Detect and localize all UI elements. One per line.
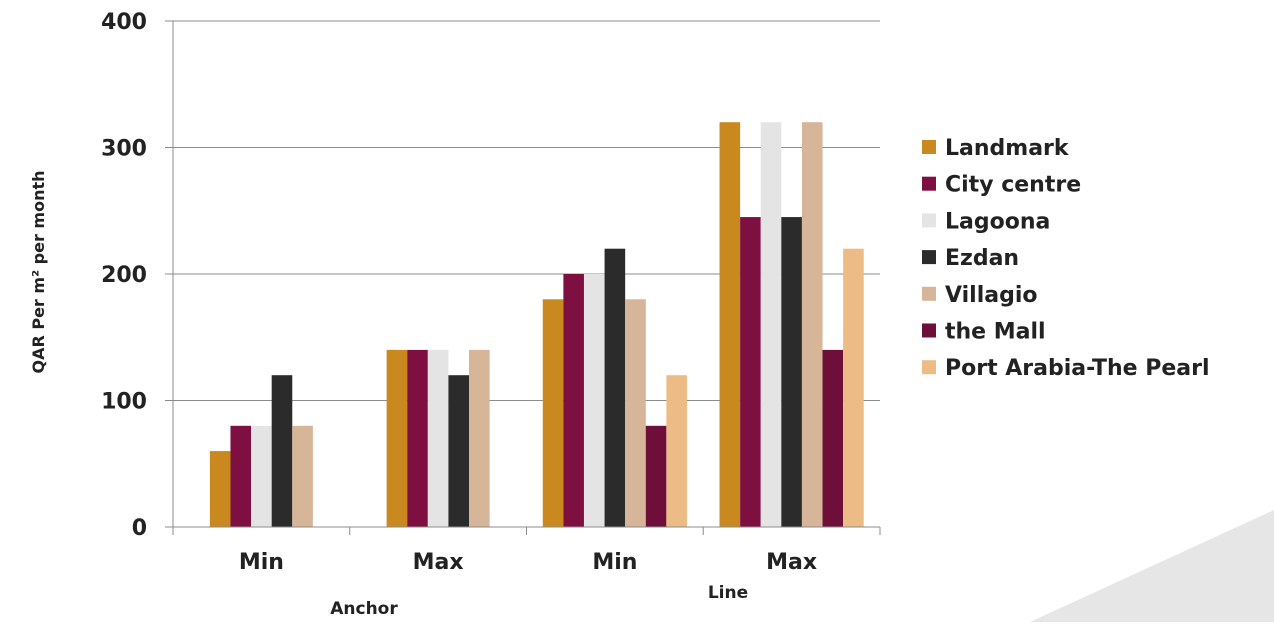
decorative-background-shape [1030,510,1274,622]
bar-port-arabia-the-pearl [666,375,687,527]
legend-label: Ezdan [945,246,1019,271]
x-tick-label: Min [239,550,284,575]
y-tick-label: 400 [101,10,147,35]
x-group-label: Line [708,583,748,603]
x-group-label: Anchor [330,599,398,619]
x-tick-label: Max [766,550,817,575]
bar-lagoona [251,425,272,527]
legend-label: Lagoona [945,209,1050,234]
x-tick-label: Max [413,550,464,575]
bar-city-centre [407,349,428,527]
legend-swatch [922,176,936,191]
bar-the-mall [645,425,667,527]
legend-label: City centre [945,173,1081,198]
bar-ezdan [271,375,293,527]
bar-port-arabia-the-pearl [843,248,864,527]
legend-swatch [922,360,936,375]
bar-landmark [719,122,741,527]
bar-ezdan [448,375,470,527]
bar-city-centre [740,217,761,527]
bar-villagio [625,299,646,527]
legend-swatch [922,323,936,338]
bar-ezdan [604,248,626,527]
bar-lagoona [427,349,449,527]
legend-swatch [922,286,936,301]
legend-label: Landmark [945,136,1070,161]
legend-label: Villagio [945,283,1038,308]
y-tick-label: 300 [101,137,147,162]
y-tick-label: 200 [101,263,147,288]
legend-label: Port Arabia-The Pearl [945,356,1210,381]
bar-landmark [386,349,408,527]
bar-lagoona [760,122,782,527]
bar-city-centre [230,425,252,527]
legend-swatch [922,250,936,265]
tick-labels: 0 100 200 300 400 Min Max Min Max Anchor Line [101,10,817,619]
bar-ezdan [781,217,802,527]
y-axis-label: QAR Per m² per month [29,170,48,373]
axes [172,21,881,535]
bar-landmark [542,299,564,527]
bar-the-mall [822,349,844,527]
bar-city-centre [563,274,584,527]
bar-villagio [801,122,823,527]
bar-villagio [469,349,490,527]
x-tick-label: Min [592,550,637,575]
bar-landmark [209,451,231,527]
legend-swatch [922,140,936,154]
bar-villagio [292,425,313,527]
y-tick-label: 100 [101,390,147,415]
legend-swatch [922,213,936,228]
bars [209,122,864,527]
bar-lagoona [583,274,605,527]
legend: Landmark City centre Lagoona Ezdan Villagio t… [922,136,1210,381]
legend-label: the Mall [945,320,1046,345]
y-tick-label: 0 [132,516,147,541]
